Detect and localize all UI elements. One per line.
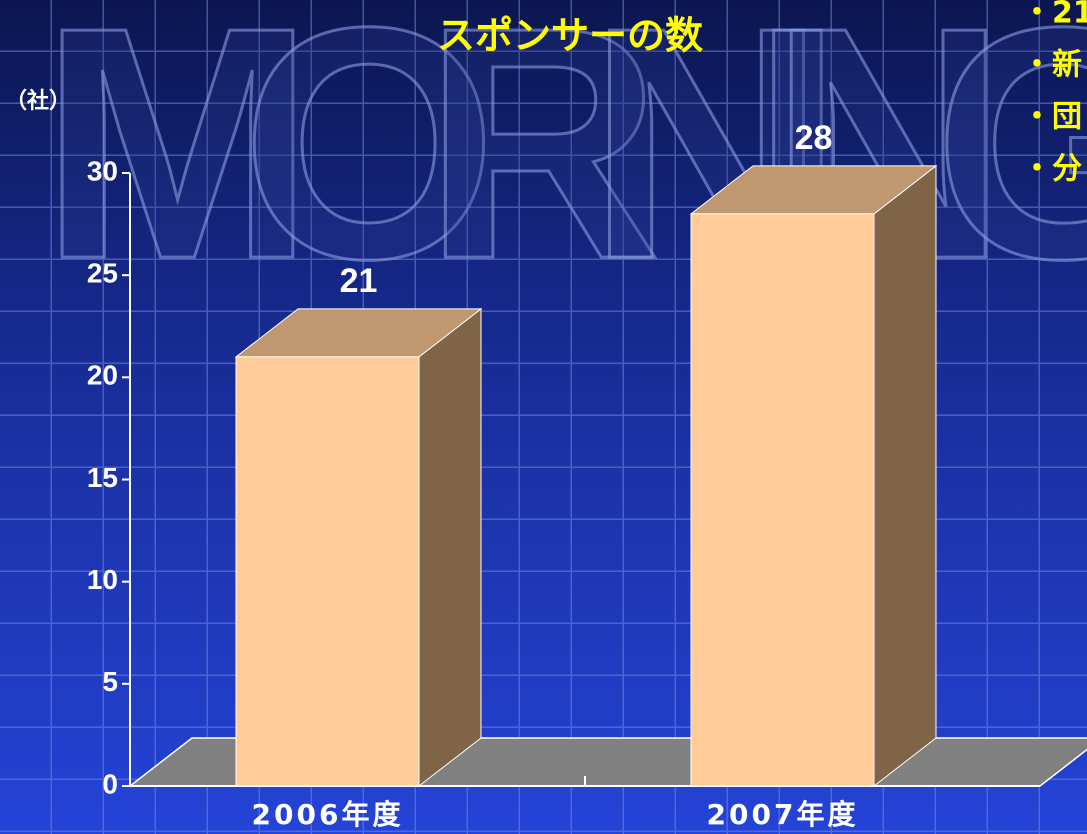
x-tick-label: 2007年度: [707, 798, 859, 831]
y-tick-label: 30: [87, 155, 118, 186]
annotation: ・団: [1022, 100, 1082, 135]
y-tick-label: 15: [87, 462, 118, 493]
y-tick-label: 5: [102, 666, 118, 697]
bar: [690, 213, 875, 787]
y-tick-label: 20: [87, 360, 118, 391]
annotation: ・分: [1022, 152, 1082, 187]
y-tick-label: 0: [102, 768, 118, 799]
value-label: 21: [340, 262, 378, 300]
annotation: ・21: [1022, 0, 1087, 31]
bar: [235, 356, 420, 787]
bar-side: [873, 164, 937, 788]
chart-title: スポンサーの数: [437, 14, 703, 58]
bar-side: [418, 307, 482, 788]
annotation: ・新: [1022, 48, 1082, 83]
y-tick-label: 10: [87, 564, 118, 595]
y-tick-label: 25: [87, 258, 118, 289]
value-label: 28: [795, 119, 833, 157]
x-tick-label: 2006年度: [252, 798, 404, 831]
y-axis-label: （社）: [5, 88, 71, 114]
